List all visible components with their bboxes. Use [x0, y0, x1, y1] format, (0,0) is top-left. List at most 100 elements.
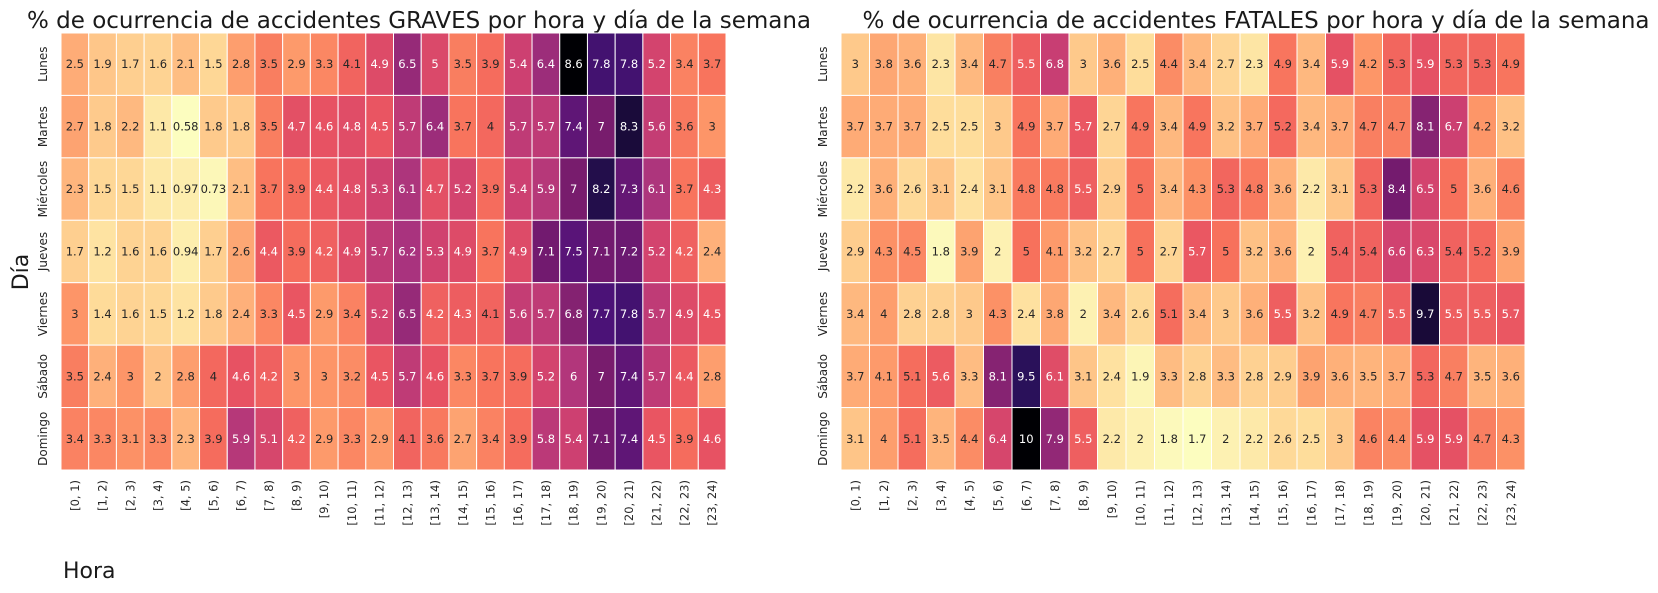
heatmap-cell: [614, 94, 644, 159]
heatmap-cell: [1011, 407, 1041, 471]
cell-value: 2.3: [177, 432, 195, 446]
cell-value: 2.5: [1302, 432, 1320, 446]
cell-value: 5.4: [509, 57, 527, 71]
cell-value: 4.6: [426, 369, 444, 383]
cell-value: 7.8: [620, 307, 638, 321]
heatmap-cell: [1353, 219, 1383, 284]
cell-value: 1.8: [93, 120, 111, 134]
cell-value: 2.6: [903, 182, 921, 196]
row-label: Sábado: [36, 354, 50, 399]
heatmap-cell: [393, 219, 422, 284]
heatmap-cell: [531, 157, 561, 221]
cell-value: 4.5: [703, 307, 721, 321]
heatmap-cell: [642, 407, 672, 471]
heatmap-cell: [954, 157, 984, 221]
column-label: [7, 8): [262, 480, 276, 511]
row-label: Lunes: [816, 47, 830, 82]
cell-value: 5.1: [1160, 307, 1178, 321]
column-label: [23, 24): [1504, 480, 1518, 526]
cell-value: 4.1: [481, 307, 499, 321]
cell-value: 3.2: [343, 369, 361, 383]
cell-value: 2.2: [121, 120, 139, 134]
left-chart-title: % de ocurrencia de accidentes GRAVES por…: [27, 8, 811, 34]
cell-value: 5.2: [370, 307, 388, 321]
column-label: [20, 21): [1418, 480, 1432, 526]
cell-value: 2.7: [1217, 57, 1235, 71]
cell-value: 2: [1080, 307, 1087, 321]
cell-value: 5.6: [648, 120, 666, 134]
heatmap-cell: [1496, 32, 1526, 96]
cell-value: 7.4: [564, 120, 582, 134]
column-label: [15, 16): [483, 480, 497, 526]
heatmap-cell: [983, 157, 1013, 221]
heatmap-cell: [1211, 344, 1241, 409]
cell-value: 5: [1222, 245, 1229, 259]
cell-value: 4.6: [1359, 432, 1377, 446]
heatmap-cell: [1097, 32, 1127, 96]
heatmap-cell: [926, 94, 956, 159]
heatmap-cell: [1239, 344, 1269, 409]
cell-value: 3.7: [703, 57, 721, 71]
cell-value: 4.1: [1046, 245, 1064, 259]
column-label: [13, 14): [1219, 480, 1233, 526]
cell-value: 3.4: [1103, 307, 1121, 321]
heatmap-cell: [309, 32, 339, 96]
cell-value: 8.1: [989, 369, 1007, 383]
cell-value: 2.2: [1245, 432, 1263, 446]
cell-value: 4.8: [1245, 182, 1263, 196]
column-label: [3, 4): [151, 480, 165, 511]
cell-value: 5.3: [1473, 57, 1491, 71]
cell-value: 4.3: [1502, 432, 1520, 446]
heatmap-cell: [1040, 344, 1070, 409]
cell-value: 3.7: [875, 120, 893, 134]
cell-value: 7.1: [592, 432, 610, 446]
cell-value: 2.2: [1302, 182, 1320, 196]
heatmap-cell: [1154, 344, 1184, 409]
cell-value: 5.1: [260, 432, 278, 446]
cell-value: 5.3: [370, 182, 388, 196]
heatmap-cell: [503, 407, 533, 471]
cell-value: 7.5: [564, 245, 582, 259]
cell-value: 4.9: [509, 245, 527, 259]
heatmap-cell: [1211, 407, 1241, 471]
heatmap-cell: [531, 94, 561, 159]
column-label: [9, 10): [317, 480, 331, 518]
cell-value: 5.9: [1416, 432, 1434, 446]
cell-value: 5.4: [1445, 245, 1463, 259]
cell-value: 6.8: [1046, 57, 1064, 71]
column-label: [5, 6): [991, 480, 1005, 511]
heatmap-cell: [60, 407, 90, 471]
heatmap-cell: [1382, 157, 1412, 221]
cell-value: 2.7: [454, 432, 472, 446]
cell-value: 4.7: [287, 120, 305, 134]
heatmap-cell: [171, 219, 201, 284]
cell-value: 2.6: [1274, 432, 1292, 446]
cell-value: 3.1: [989, 182, 1007, 196]
cell-value: 2: [1137, 432, 1144, 446]
heatmap-cell: [337, 157, 367, 221]
heatmap-cell: [642, 32, 672, 96]
cell-value: 3.9: [204, 432, 222, 446]
heatmap-cell: [697, 282, 727, 346]
cell-value: 4.2: [287, 432, 305, 446]
cell-value: 5.5: [1388, 307, 1406, 321]
cell-value: 4.2: [675, 245, 693, 259]
cell-value: 3.6: [1103, 57, 1121, 71]
cell-value: 2.6: [1131, 307, 1149, 321]
row-label: Martes: [816, 106, 830, 147]
column-label: [12, 13): [1190, 480, 1204, 526]
cell-value: 6.7: [1445, 120, 1463, 134]
cell-value: 1.7: [121, 57, 139, 71]
cell-value: 4.4: [260, 245, 278, 259]
cell-value: 3.3: [149, 432, 167, 446]
heatmap-cell: [1211, 157, 1241, 221]
heatmap-cell: [1496, 407, 1526, 471]
cell-value: 2.7: [66, 120, 84, 134]
cell-value: 3: [321, 369, 328, 383]
heatmap-cell: [1239, 94, 1269, 159]
cell-value: 1.8: [232, 120, 250, 134]
heatmap-cell: [88, 282, 117, 346]
cell-value: 8.3: [620, 120, 638, 134]
cell-value: 3.3: [343, 432, 361, 446]
